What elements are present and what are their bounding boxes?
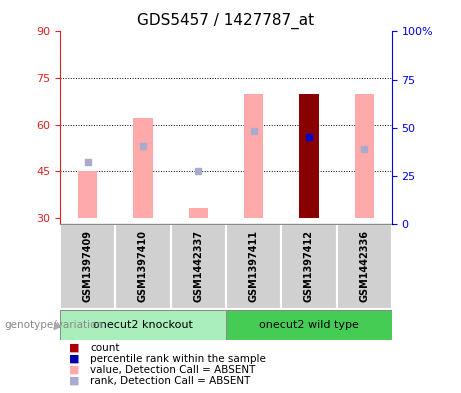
Bar [171,224,226,309]
Bar [244,94,263,218]
Bar [60,224,115,309]
Bar [189,208,208,218]
Text: GSM1397412: GSM1397412 [304,230,314,302]
Text: percentile rank within the sample: percentile rank within the sample [90,354,266,364]
Bar [78,171,97,218]
Bar [60,310,226,340]
Text: ■: ■ [69,376,80,386]
Text: ■: ■ [69,343,80,353]
Text: GSM1442336: GSM1442336 [359,230,369,302]
Bar [355,94,374,218]
Text: genotype/variation: genotype/variation [5,320,104,331]
Text: GSM1397411: GSM1397411 [248,230,259,302]
Text: rank, Detection Call = ABSENT: rank, Detection Call = ABSENT [90,376,250,386]
Text: ▶: ▶ [54,320,63,331]
Text: ■: ■ [69,365,80,375]
Text: onecut2 knockout: onecut2 knockout [93,320,193,330]
Bar [133,118,153,218]
Text: GSM1442337: GSM1442337 [193,230,203,302]
Bar [299,94,319,218]
Bar [226,310,392,340]
Text: GSM1397409: GSM1397409 [83,230,93,302]
Text: value, Detection Call = ABSENT: value, Detection Call = ABSENT [90,365,255,375]
Bar [115,224,171,309]
Text: onecut2 wild type: onecut2 wild type [259,320,359,330]
Bar [281,224,337,309]
Bar [226,224,281,309]
Title: GDS5457 / 1427787_at: GDS5457 / 1427787_at [137,13,314,29]
Text: ■: ■ [69,354,80,364]
Text: count: count [90,343,119,353]
Bar [337,224,392,309]
Bar [299,94,319,218]
Text: GSM1397410: GSM1397410 [138,230,148,302]
